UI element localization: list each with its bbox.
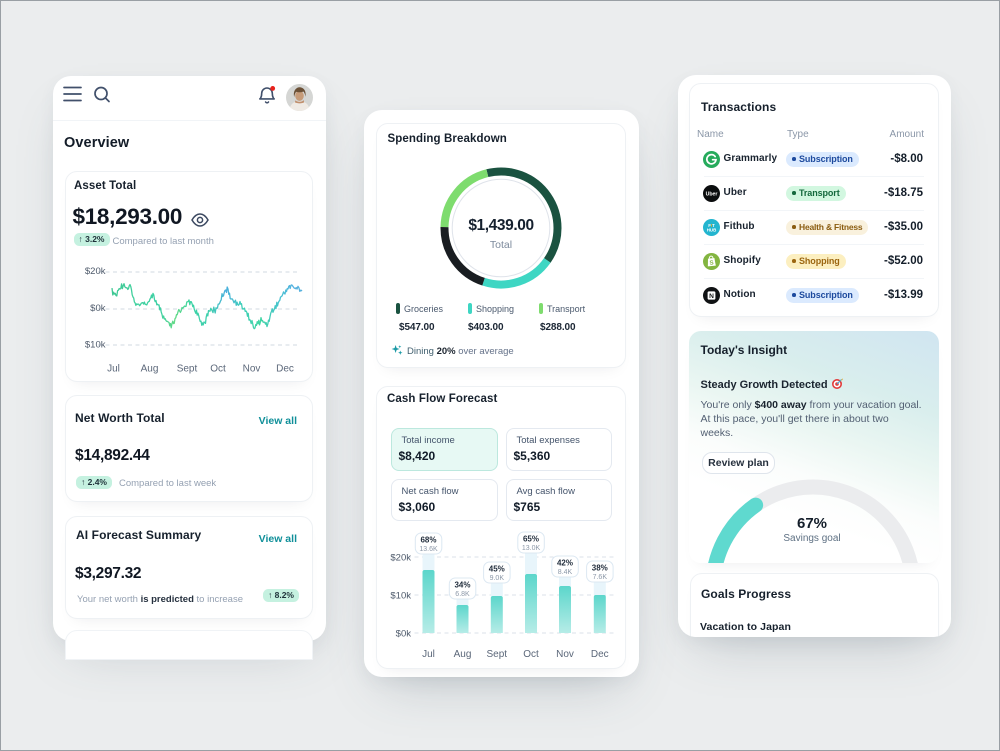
svg-text:Dec: Dec — [591, 649, 609, 660]
svg-text:68%: 68% — [420, 536, 436, 545]
svg-text:$20k: $20k — [390, 553, 411, 564]
svg-text:42%: 42% — [557, 559, 573, 568]
svg-text:$10k: $10k — [390, 591, 411, 602]
svg-text:Oct: Oct — [523, 649, 539, 660]
svg-text:Oct: Oct — [210, 364, 226, 375]
svg-text:Uber: Uber — [706, 191, 718, 197]
svg-text:38%: 38% — [592, 564, 608, 573]
svg-text:Nov: Nov — [243, 364, 261, 375]
svg-text:N: N — [709, 293, 714, 300]
svg-text:34%: 34% — [454, 581, 470, 590]
svg-text:Aug: Aug — [141, 364, 159, 375]
svg-text:FIT: FIT — [708, 222, 715, 227]
svg-text:$10k: $10k — [85, 340, 106, 351]
svg-text:13.6K: 13.6K — [419, 546, 438, 553]
svg-text:Nov: Nov — [556, 649, 574, 660]
svg-text:$1,439.00: $1,439.00 — [468, 217, 533, 234]
svg-text:Dec: Dec — [276, 364, 294, 375]
svg-text:6.8K: 6.8K — [455, 591, 470, 598]
svg-text:$0k: $0k — [396, 629, 412, 640]
svg-text:S: S — [709, 260, 714, 266]
svg-text:8.4K: 8.4K — [558, 569, 573, 576]
svg-text:13.0K: 13.0K — [522, 545, 541, 552]
svg-text:Sept: Sept — [487, 649, 508, 660]
svg-text:$0k: $0k — [90, 303, 106, 314]
svg-text:9.0K: 9.0K — [490, 575, 505, 582]
svg-text:HUB: HUB — [707, 227, 717, 232]
svg-text:Sept: Sept — [177, 364, 198, 375]
svg-text:45%: 45% — [489, 565, 505, 574]
svg-text:$20k: $20k — [85, 266, 106, 277]
svg-text:Jul: Jul — [422, 649, 435, 660]
svg-text:Jul: Jul — [107, 364, 120, 375]
svg-text:Aug: Aug — [454, 649, 472, 660]
svg-text:7.6K: 7.6K — [593, 574, 608, 581]
svg-text:Total: Total — [490, 239, 512, 251]
svg-text:65%: 65% — [523, 535, 539, 544]
